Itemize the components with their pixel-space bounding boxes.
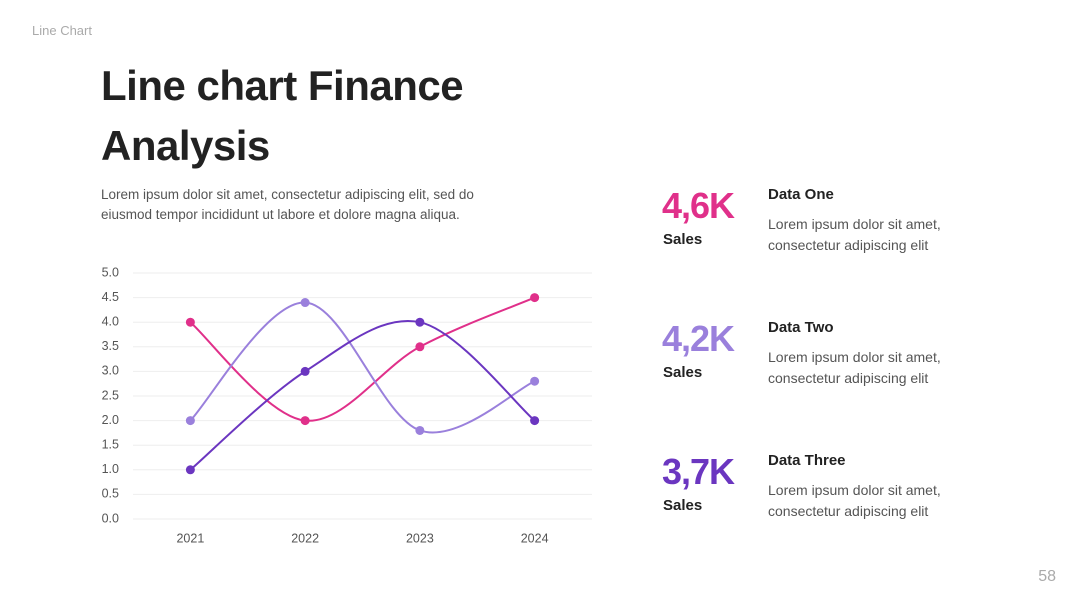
data-point xyxy=(185,317,195,327)
data-point xyxy=(415,317,425,327)
page-number: 58 xyxy=(1038,568,1056,585)
data-point xyxy=(530,293,540,303)
data-point xyxy=(530,416,540,426)
stat-unit: Sales xyxy=(663,497,703,514)
y-tick-label: 0.0 xyxy=(102,511,119,525)
line-series xyxy=(189,319,536,471)
line-series xyxy=(189,301,536,434)
x-tick-label: 2022 xyxy=(291,531,319,545)
data-point xyxy=(185,416,195,426)
stat-text: Lorem ipsum dolor sit amet, consectetur … xyxy=(768,482,941,519)
stat-value: 3,7K xyxy=(662,451,735,492)
data-point xyxy=(415,425,425,435)
description: Lorem ipsum dolor sit amet, consectetur … xyxy=(101,187,474,222)
data-point xyxy=(415,342,425,352)
section-label: Line Chart xyxy=(32,23,92,38)
y-tick-label: 4.5 xyxy=(102,290,119,304)
stat-text: Lorem ipsum dolor sit amet, consectetur … xyxy=(768,349,941,386)
x-tick-label: 2024 xyxy=(521,531,549,545)
stat-title: Data One xyxy=(768,186,834,203)
title: Line chart Finance Analysis xyxy=(101,62,464,169)
stat-value: 4,2K xyxy=(662,318,735,359)
x-tick-label: 2021 xyxy=(176,531,204,545)
chart: 0.0 0.5 1.0 1.5 2.0 2.5 3.0 3.5 4.0 4.5 5.0 2021 202… xyxy=(102,265,592,545)
y-tick-label: 1.5 xyxy=(102,437,119,451)
y-tick-label: 3.5 xyxy=(102,339,119,353)
y-tick-label: 2.5 xyxy=(102,388,119,402)
stat-text: Lorem ipsum dolor sit amet, consectetur … xyxy=(768,216,941,253)
y-tick-label: 5.0 xyxy=(102,265,119,279)
y-tick-label: 3.0 xyxy=(102,364,119,378)
y-tick-label: 1.0 xyxy=(102,462,119,476)
stat-title: Data Three xyxy=(768,452,846,469)
stat-unit: Sales xyxy=(663,364,703,381)
data-point xyxy=(185,465,195,475)
x-tick-label: 2023 xyxy=(406,531,434,545)
y-tick-label: 0.5 xyxy=(102,487,119,501)
stat-title: Data Two xyxy=(768,319,834,336)
y-tick-label: 4.0 xyxy=(102,314,119,328)
y-tick-label: 2.0 xyxy=(102,413,119,427)
data-point xyxy=(530,376,540,386)
data-point xyxy=(300,366,310,376)
line-series xyxy=(189,296,536,422)
data-point xyxy=(300,416,310,426)
stat-unit: Sales xyxy=(663,231,703,248)
data-point xyxy=(300,298,310,308)
stat-value: 4,6K xyxy=(662,185,735,226)
